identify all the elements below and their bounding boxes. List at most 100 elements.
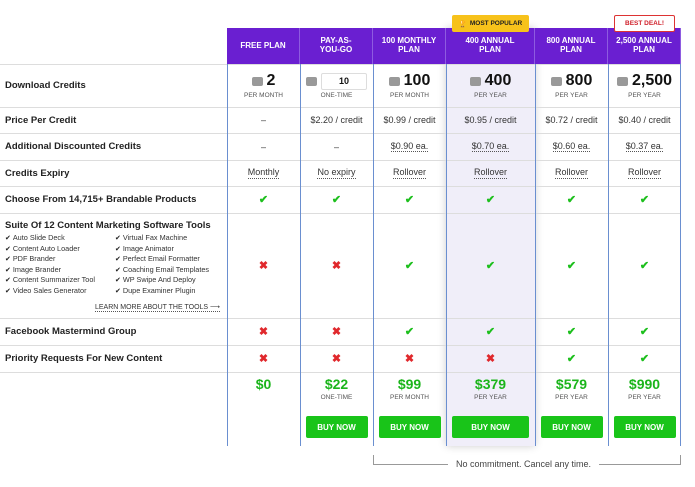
check-icon: ✔	[566, 194, 577, 206]
credits-icon	[616, 76, 628, 86]
tool-item: Coaching Email Templates	[115, 265, 225, 274]
credits-cell: 100 PER MONTH	[373, 64, 446, 107]
check-icon: ✔	[404, 194, 415, 206]
table-cell: $2.20 / credit	[300, 107, 373, 133]
table-cell: ✔	[446, 213, 535, 318]
price-unit: PER MONTH	[390, 394, 429, 401]
tools-list: Auto Slide DeckVirtual Fax MachineConten…	[5, 233, 225, 295]
table-cell: $0.70 ea.	[446, 133, 535, 160]
row-divider	[0, 133, 681, 134]
tool-item: WP Swipe And Deploy	[115, 275, 225, 284]
popular-column-highlight	[446, 28, 535, 446]
check-icon: ✔	[485, 260, 496, 272]
table-cell: ✔	[608, 186, 681, 213]
tool-item: Image Brander	[5, 265, 115, 274]
credits-cell: 2,500 PER YEAR	[608, 64, 681, 107]
table-cell: ✖	[300, 213, 373, 318]
table-cell: ✔	[608, 213, 681, 318]
table-cell: ✔	[535, 345, 608, 372]
check-icon: ✔	[404, 326, 415, 338]
table-cell: $0.90 ea.	[373, 133, 446, 160]
check-icon: ✔	[639, 326, 650, 338]
table-cell: Rollover	[446, 160, 535, 186]
cell-value: Rollover	[627, 167, 661, 179]
learn-more-link[interactable]: LEARN MORE ABOUT THE TOOLS ⟶	[95, 304, 221, 312]
plan-header: 400 ANNUAL PLAN	[446, 28, 535, 64]
table-cell: $0.37 ea.	[608, 133, 681, 160]
table-cell: ✖	[373, 345, 446, 372]
cross-icon: ✖	[331, 260, 342, 272]
row-divider	[0, 107, 681, 108]
check-icon: ✔	[258, 194, 269, 206]
credits-unit: PER YEAR	[555, 92, 588, 99]
plan-header: 800 ANNUAL PLAN	[535, 28, 608, 64]
cell-value: $0.70 ea.	[471, 140, 510, 153]
table-cell: ✔	[608, 318, 681, 345]
tool-item: Content Auto Loader	[5, 244, 115, 253]
price-unit: PER YEAR	[474, 394, 507, 401]
check-icon: ✔	[331, 194, 342, 206]
price-unit: PER YEAR	[555, 394, 588, 401]
plan-name: PAY-AS-YOU-GO	[319, 36, 353, 54]
buy-now-button[interactable]: BUY NOW	[452, 416, 529, 438]
buy-now-button[interactable]: BUY NOW	[613, 416, 676, 438]
table-cell: ✔	[300, 186, 373, 213]
table-cell: $0.72 / credit	[535, 107, 608, 133]
plan-name: 100 MONTHLY PLAN	[381, 36, 437, 54]
plan-header: 2,500 ANNUAL PLAN	[608, 28, 681, 64]
table-cell: –	[300, 133, 373, 160]
check-icon: ✔	[485, 326, 496, 338]
tool-item: PDF Brander	[5, 254, 115, 263]
tool-item: Content Summarizer Tool	[5, 275, 115, 284]
best-deal-badge: BEST DEAL!	[614, 15, 675, 32]
cell-value: $0.99 / credit	[383, 115, 436, 125]
credits-unit: PER MONTH	[244, 92, 283, 99]
table-cell: No expiry	[300, 160, 373, 186]
table-cell: ✖	[227, 318, 300, 345]
tool-item: Image Animator	[115, 244, 225, 253]
row-divider	[0, 213, 681, 214]
table-cell: ✖	[300, 345, 373, 372]
cell-value: $0.37 ea.	[625, 140, 664, 153]
table-cell: ✔	[373, 186, 446, 213]
plan-column	[300, 28, 373, 446]
row-label: Additional Discounted Credits	[5, 141, 142, 152]
row-label: Suite Of 12 Content Marketing Software T…	[5, 219, 211, 231]
cell-value: $0.60 ea.	[552, 140, 591, 153]
credits-unit: ONE-TIME	[320, 91, 353, 99]
credits-cell: 2 PER MONTH	[227, 64, 300, 107]
plan-price: $579	[555, 376, 588, 392]
row-label: Price Per Credit	[5, 114, 77, 126]
buy-now-button[interactable]: BUY NOW	[540, 416, 603, 438]
buy-now-button[interactable]: BUY NOW	[305, 416, 368, 438]
price-cell: $99 PER MONTH	[373, 376, 446, 401]
plan-name: FREE PLAN	[240, 40, 286, 50]
row-divider	[0, 345, 681, 346]
check-icon: ✔	[566, 353, 577, 365]
plan-column	[373, 28, 446, 446]
buy-now-button[interactable]: BUY NOW	[378, 416, 441, 438]
price-cell: $0	[227, 376, 300, 394]
price-cell: $990 PER YEAR	[608, 376, 681, 401]
cell-value: –	[260, 115, 266, 125]
credits-value: 2	[266, 72, 276, 89]
credits-value: 400	[484, 72, 512, 89]
cell-value: Rollover	[392, 167, 426, 179]
trophy-icon: 🏆	[458, 20, 467, 28]
plan-column	[227, 28, 300, 446]
credits-cell: 10 ONE-TIME	[300, 64, 373, 107]
plan-price: $0	[255, 376, 272, 392]
credits-value: 800	[565, 72, 593, 89]
price-cell: $22 ONE-TIME	[300, 376, 373, 401]
table-cell: ✖	[227, 345, 300, 372]
cell-value: $0.40 / credit	[618, 115, 671, 125]
cross-icon: ✖	[404, 353, 415, 365]
credits-input[interactable]: 10	[321, 72, 367, 90]
table-cell: ✖	[446, 345, 535, 372]
plan-name: 2,500 ANNUAL PLAN	[616, 36, 672, 54]
cross-icon: ✖	[258, 353, 269, 365]
most-popular-label: MOST POPULAR	[469, 20, 523, 27]
tool-item: Dupe Examiner Plugin	[115, 286, 225, 295]
cell-value: Monthly	[247, 167, 280, 179]
check-icon: ✔	[639, 353, 650, 365]
